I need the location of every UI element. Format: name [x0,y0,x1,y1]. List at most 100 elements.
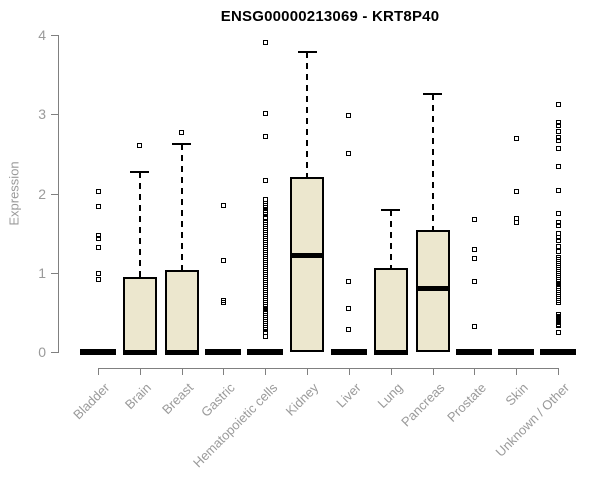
outlier-point-unknown-other [555,134,561,140]
outlier-point-bladder [95,271,101,277]
outlier-point-prostate [471,217,477,223]
whisker-cap-lung [381,209,401,212]
whisker-cap-pancreas [423,92,443,95]
outlier-point-breast [179,129,185,135]
outlier-point-unknown-other [555,102,561,108]
median-breast [164,349,199,355]
median-brain [122,349,157,355]
outlier-point-prostate [471,247,477,253]
outlier-point-unknown-other [555,210,561,216]
outlier-point-bladder [95,189,101,195]
outlier-point-gastric [220,300,226,306]
outlier-point-prostate [471,324,477,330]
x-tick [181,368,183,375]
x-tick [474,368,476,375]
flat-box-bladder [80,349,116,355]
flat-box-skin [498,349,535,355]
outlier-point-skin [513,188,519,194]
outlier-point-unknown-other [555,323,561,329]
outlier-point-skin [513,220,519,226]
outlier-point-unknown-other [555,119,561,125]
outlier-point-liver [346,305,352,311]
outlier-point-liver [346,150,352,156]
y-tick [51,35,58,36]
y-tick-label: 2 [38,185,46,202]
x-tick [265,368,267,375]
outlier-point-unknown-other [555,145,561,151]
outlier-point-bladder [95,233,101,238]
y-tick-label: 0 [38,344,46,360]
outlier-point-liver [346,112,352,118]
whisker-brain [138,172,141,277]
x-tick-label-unknown-other: Unknown / Other [493,380,573,460]
box-lung [373,267,408,352]
y-tick-label: 1 [38,264,46,281]
x-tick-label-brain: Brain [122,380,155,413]
median-lung [373,349,408,355]
whisker-cap-brain [130,171,150,174]
x-tick [139,368,141,375]
outlier-point-unknown-other [555,299,561,305]
y-tick-label: 4 [38,27,46,43]
y-tick [51,352,58,353]
flat-box-hematopoietic-cells [247,349,284,355]
flat-box-liver [330,349,367,355]
x-tick-label-kidney: Kidney [283,380,322,419]
outlier-point-bladder [95,204,101,210]
x-tick-label-pancreas: Pancreas [397,380,448,430]
outlier-point-hematopoietic-cells [262,177,268,183]
outlier-point-unknown-other [555,164,561,170]
outlier-point-unknown-other [555,234,561,240]
x-tick-label-breast: Breast [159,380,197,418]
box-kidney [290,176,325,352]
x-tick [432,368,434,375]
whisker-pancreas [431,93,434,230]
outlier-point-hematopoietic-cells [262,333,268,339]
median-pancreas [415,286,450,292]
x-tick [98,368,99,375]
outlier-point-skin [513,215,519,221]
outlier-point-unknown-other [555,222,561,228]
outlier-point-gastric [220,257,226,263]
x-tick [307,368,309,375]
outlier-point-brain [137,142,143,148]
outlier-point-skin [513,135,519,141]
outlier-point-liver [346,327,352,333]
x-tick-label-skin: Skin [502,380,531,409]
outlier-point-unknown-other [555,237,561,243]
outlier-point-unknown-other [555,244,561,250]
x-tick [223,368,225,375]
x-tick [516,368,518,375]
outlier-point-gastric [220,202,226,208]
outlier-point-liver [346,278,352,284]
outlier-point-unknown-other [555,187,561,193]
outlier-point-hematopoietic-cells [262,133,268,139]
outlier-point-hematopoietic-cells [262,197,268,203]
y-axis-line [58,35,59,353]
median-kidney [290,252,325,258]
outlier-point-bladder [95,244,101,250]
outlier-point-prostate [471,278,477,284]
y-tick [51,272,58,274]
y-tick [51,114,58,116]
outlier-point-unknown-other [555,219,561,225]
outlier-point-hematopoietic-cells [262,110,268,116]
x-tick-label-gastric: Gastric [198,380,239,420]
y-tick-label: 3 [38,106,46,123]
x-tick-label-prostate: Prostate [444,380,489,425]
outlier-point-unknown-other [555,248,561,254]
outlier-point-hematopoietic-cells [262,40,268,46]
x-tick-label-lung: Lung [374,380,406,412]
whisker-cap-kidney [297,50,317,53]
whisker-breast [180,143,183,271]
outlier-point-unknown-other [555,137,561,143]
whisker-cap-breast [172,142,192,145]
outlier-point-hematopoietic-cells [262,214,268,220]
x-tick-label-liver: Liver [332,380,364,411]
whisker-kidney [306,51,309,177]
chart-title: ENSG00000213069 - KRT8P40 [220,8,440,25]
box-brain [122,276,157,352]
outlier-point-bladder [95,277,101,283]
x-tick [348,368,350,375]
